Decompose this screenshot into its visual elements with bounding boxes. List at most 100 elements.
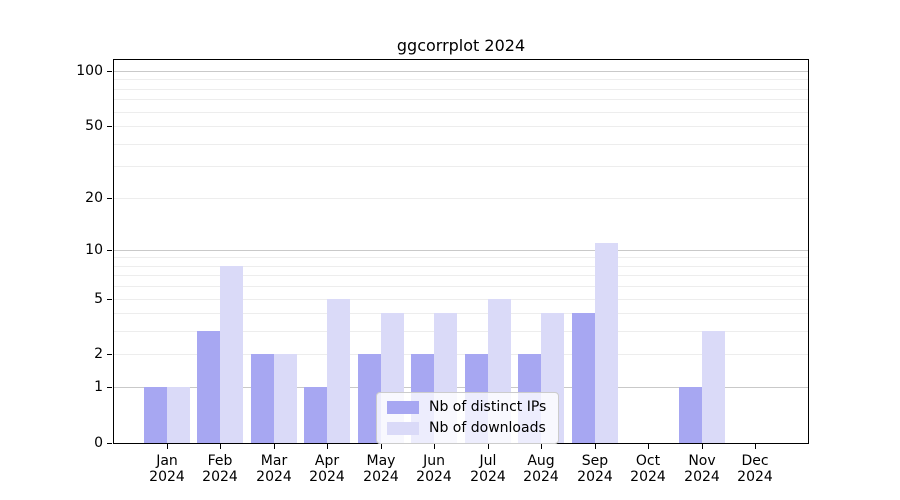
month-label: Apr (314, 453, 340, 469)
y-tick-50 (107, 126, 112, 127)
bar-nb-of-distinct-ips-apr (304, 387, 328, 443)
gridline-major-10 (114, 250, 808, 251)
x-axis-tick-label-oct: Oct 2024 (616, 453, 680, 485)
gridline-minor-30 (114, 166, 808, 167)
y-axis-tick-label-0: 0 (94, 435, 103, 451)
year-label: 2024 (523, 469, 559, 485)
bar-nb-of-downloads-nov (701, 331, 725, 443)
year-label: 2024 (256, 469, 292, 485)
x-tick-jun (434, 444, 435, 449)
y-axis-tick-label-50: 50 (85, 118, 103, 134)
gridline-major-100 (114, 71, 808, 72)
y-tick-10 (107, 250, 112, 251)
month-label: Oct (635, 453, 661, 469)
gridline-minor-6 (114, 286, 808, 287)
gridline-minor-50 (114, 126, 808, 127)
legend-label-downloads: Nb of downloads (429, 420, 546, 436)
legend: Nb of distinct IPs Nb of downloads (376, 392, 560, 444)
x-tick-mar (274, 444, 275, 449)
x-tick-aug (541, 444, 542, 449)
x-axis-tick-label-sep: Sep 2024 (563, 453, 627, 485)
bar-nb-of-distinct-ips-jan (143, 387, 167, 443)
x-axis-tick-label-aug: Aug 2024 (509, 453, 573, 485)
bar-nb-of-distinct-ips-feb (197, 331, 221, 443)
bar-nb-of-downloads-sep (594, 242, 618, 443)
gridline-minor-80 (114, 89, 808, 90)
x-tick-jan (167, 444, 168, 449)
y-axis-tick-label-100: 100 (76, 63, 103, 79)
x-axis-tick-label-dec: Dec 2024 (723, 453, 787, 485)
gridline-minor-8 (114, 266, 808, 267)
month-label: Jun (423, 453, 445, 469)
year-label: 2024 (577, 469, 613, 485)
x-tick-jul (488, 444, 489, 449)
month-label: Mar (260, 453, 288, 469)
month-label: Jul (479, 453, 497, 469)
gridline-minor-4 (114, 313, 808, 314)
gridline-minor-70 (114, 99, 808, 100)
bar-nb-of-distinct-ips-sep (571, 313, 595, 443)
legend-entry-downloads: Nb of downloads (387, 420, 546, 436)
y-tick-20 (107, 198, 112, 199)
x-axis-tick-label-nov: Nov 2024 (670, 453, 734, 485)
gridline-minor-5 (114, 299, 808, 300)
x-axis-tick-label-feb: Feb 2024 (188, 453, 252, 485)
legend-entry-distinct-ips: Nb of distinct IPs (387, 399, 546, 415)
bar-nb-of-downloads-feb (220, 265, 244, 443)
gridline-major-1 (114, 387, 808, 388)
bar-nb-of-downloads-jan (166, 387, 190, 443)
y-tick-5 (107, 299, 112, 300)
x-tick-sep (595, 444, 596, 449)
legend-label-distinct-ips: Nb of distinct IPs (429, 399, 547, 415)
x-axis-tick-label-jan: Jan 2024 (135, 453, 199, 485)
y-axis-tick-label-1: 1 (94, 379, 103, 395)
month-label: Feb (207, 453, 233, 469)
month-label: Nov (688, 453, 716, 469)
year-label: 2024 (309, 469, 345, 485)
year-label: 2024 (363, 469, 399, 485)
bar-nb-of-downloads-mar (273, 354, 297, 443)
month-label: Jan (156, 453, 178, 469)
month-label: Aug (527, 453, 555, 469)
gridline-minor-9 (114, 257, 808, 258)
y-axis-tick-label-2: 2 (94, 346, 103, 362)
gridline-minor-40 (114, 144, 808, 145)
y-axis-tick-label-5: 5 (94, 291, 103, 307)
x-tick-apr (327, 444, 328, 449)
gridline-minor-7 (114, 275, 808, 276)
month-label: Dec (741, 453, 769, 469)
gridline-minor-20 (114, 198, 808, 199)
gridline-minor-3 (114, 331, 808, 332)
legend-swatch-downloads (387, 421, 419, 435)
x-axis-tick-label-apr: Apr 2024 (295, 453, 359, 485)
year-label: 2024 (202, 469, 238, 485)
x-axis-tick-label-mar: Mar 2024 (242, 453, 306, 485)
y-tick-1 (107, 387, 112, 388)
x-tick-oct (648, 444, 649, 449)
gridline-minor-90 (114, 79, 808, 80)
x-axis-tick-label-jun: Jun 2024 (402, 453, 466, 485)
month-label: Sep (581, 453, 609, 469)
year-label: 2024 (149, 469, 185, 485)
x-axis-tick-label-jul: Jul 2024 (456, 453, 520, 485)
bar-nb-of-distinct-ips-may (357, 354, 381, 443)
x-tick-may (381, 444, 382, 449)
month-label: May (366, 453, 396, 469)
legend-swatch-distinct-ips (387, 400, 419, 414)
year-label: 2024 (737, 469, 773, 485)
y-axis-tick-label-20: 20 (85, 190, 103, 206)
year-label: 2024 (684, 469, 720, 485)
x-tick-dec (755, 444, 756, 449)
y-tick-100 (107, 71, 112, 72)
y-tick-0 (107, 443, 112, 444)
y-axis-tick-label-10: 10 (85, 242, 103, 258)
bar-nb-of-distinct-ips-mar (250, 354, 274, 443)
x-tick-feb (220, 444, 221, 449)
x-tick-nov (702, 444, 703, 449)
gridline-minor-2 (114, 354, 808, 355)
bar-nb-of-distinct-ips-nov (678, 387, 702, 443)
gridline-minor-60 (114, 112, 808, 113)
y-tick-2 (107, 354, 112, 355)
chart-title: ggcorrplot 2024 (396, 36, 526, 55)
